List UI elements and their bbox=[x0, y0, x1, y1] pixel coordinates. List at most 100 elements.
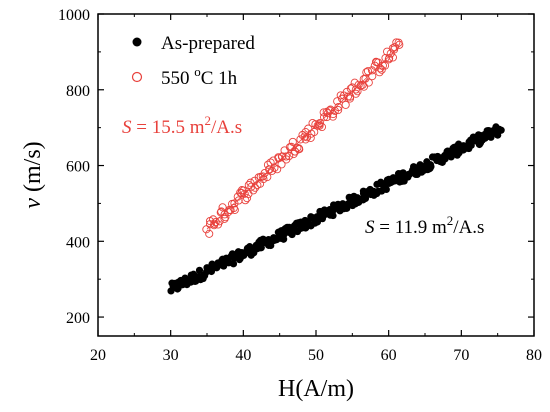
data-point bbox=[266, 158, 275, 167]
annotation-text: = 11.9 m bbox=[375, 217, 448, 238]
data-point bbox=[427, 163, 435, 171]
data-point bbox=[359, 82, 369, 91]
data-point bbox=[205, 229, 214, 238]
x-tick-label: 70 bbox=[453, 347, 469, 364]
y-tick-label: 1000 bbox=[58, 7, 90, 24]
data-point bbox=[361, 194, 370, 203]
x-tick-label: 80 bbox=[526, 347, 542, 364]
data-point bbox=[367, 66, 377, 75]
data-point bbox=[294, 144, 304, 153]
y-axis-label-symbol: v bbox=[20, 198, 46, 209]
data-point bbox=[351, 89, 360, 98]
y-tick-label: 800 bbox=[66, 83, 90, 100]
data-point bbox=[326, 105, 335, 114]
data-point bbox=[263, 172, 272, 182]
data-point bbox=[497, 126, 505, 134]
data-point bbox=[310, 127, 319, 137]
data-point bbox=[334, 103, 343, 112]
data-point bbox=[375, 68, 384, 77]
data-point bbox=[363, 67, 373, 76]
y-tick-label: 600 bbox=[66, 159, 90, 176]
annotation-text: = 15.5 m bbox=[132, 117, 205, 138]
plot-frame bbox=[97, 13, 535, 337]
x-tick-label: 30 bbox=[163, 347, 179, 364]
data-point bbox=[288, 230, 296, 239]
y-axis-label: v (m/s) bbox=[20, 141, 46, 208]
data-point bbox=[229, 260, 238, 268]
data-point bbox=[257, 244, 265, 252]
annotation-black-slope: S = 11.9 m2/A.s bbox=[365, 213, 484, 238]
data-point bbox=[251, 183, 260, 192]
data-point bbox=[364, 78, 373, 87]
data-point bbox=[282, 152, 291, 161]
data-point bbox=[354, 80, 363, 89]
data-point bbox=[362, 68, 371, 77]
data-point bbox=[382, 185, 390, 194]
annotation-symbol: S bbox=[365, 217, 375, 238]
data-point bbox=[394, 38, 403, 47]
y-tick-label: 200 bbox=[66, 310, 90, 327]
x-axis-label: H(A/m) bbox=[278, 376, 354, 402]
data-point bbox=[288, 137, 297, 146]
series-1 bbox=[202, 38, 404, 238]
data-point bbox=[220, 214, 229, 223]
x-tick-label: 40 bbox=[235, 347, 251, 364]
data-point bbox=[306, 133, 315, 142]
data-point bbox=[317, 122, 327, 132]
data-point bbox=[234, 196, 243, 205]
legend-text-main: 550 bbox=[161, 68, 194, 89]
legend-marker-550c bbox=[131, 71, 143, 83]
data-point bbox=[328, 112, 337, 121]
data-point bbox=[341, 100, 350, 109]
series-0 bbox=[167, 123, 505, 295]
y-axis-ticks: 200 400 600 800 1000 bbox=[58, 7, 534, 327]
x-tick-label: 20 bbox=[90, 347, 106, 364]
data-point bbox=[334, 106, 343, 115]
data-point bbox=[388, 53, 397, 62]
data-point bbox=[346, 84, 355, 93]
data-point bbox=[315, 118, 325, 128]
data-point bbox=[392, 38, 401, 47]
data-point bbox=[467, 141, 475, 149]
legend-label-as-prepared: As-prepared bbox=[161, 33, 255, 54]
data-point bbox=[246, 178, 255, 187]
legend: As-prepared 550 oC 1h bbox=[131, 33, 255, 89]
annotation-red-slope: S = 15.5 m2/A.s bbox=[122, 113, 242, 138]
data-point bbox=[242, 194, 252, 203]
data-point bbox=[230, 205, 239, 214]
data-point bbox=[273, 165, 282, 174]
data-point bbox=[229, 203, 238, 213]
annotation-sup: 2 bbox=[447, 213, 454, 228]
data-point bbox=[285, 152, 294, 161]
data-point bbox=[263, 160, 273, 169]
data-point bbox=[329, 211, 337, 220]
data-series bbox=[167, 38, 505, 295]
legend-label-550c: 550 oC 1h bbox=[161, 64, 238, 89]
legend-text-rest: C 1h bbox=[201, 68, 238, 89]
x-axis-ticks: 20 30 40 50 60 70 80 bbox=[90, 14, 542, 364]
data-point bbox=[410, 163, 418, 171]
annotation-unit: /A.s bbox=[211, 117, 242, 138]
data-point bbox=[388, 44, 397, 53]
data-point bbox=[241, 196, 250, 205]
data-point bbox=[249, 186, 258, 195]
plot-border bbox=[97, 13, 535, 337]
annotation-unit: /A.s bbox=[453, 217, 484, 238]
annotation-symbol: S bbox=[122, 117, 132, 138]
data-point bbox=[230, 199, 239, 208]
data-point bbox=[345, 94, 355, 103]
annotation-sup: 2 bbox=[205, 113, 212, 128]
x-tick-label: 60 bbox=[381, 347, 397, 364]
data-point bbox=[195, 266, 204, 274]
x-tick-label: 50 bbox=[308, 347, 324, 364]
data-point bbox=[211, 217, 220, 227]
y-tick-label: 400 bbox=[66, 234, 90, 251]
data-point bbox=[356, 81, 365, 90]
data-point bbox=[380, 61, 390, 70]
legend-text-sup: o bbox=[194, 64, 201, 79]
data-point bbox=[221, 213, 230, 222]
data-point bbox=[385, 54, 394, 63]
data-point bbox=[240, 189, 249, 198]
trend-line bbox=[206, 46, 400, 230]
data-point bbox=[333, 97, 342, 106]
